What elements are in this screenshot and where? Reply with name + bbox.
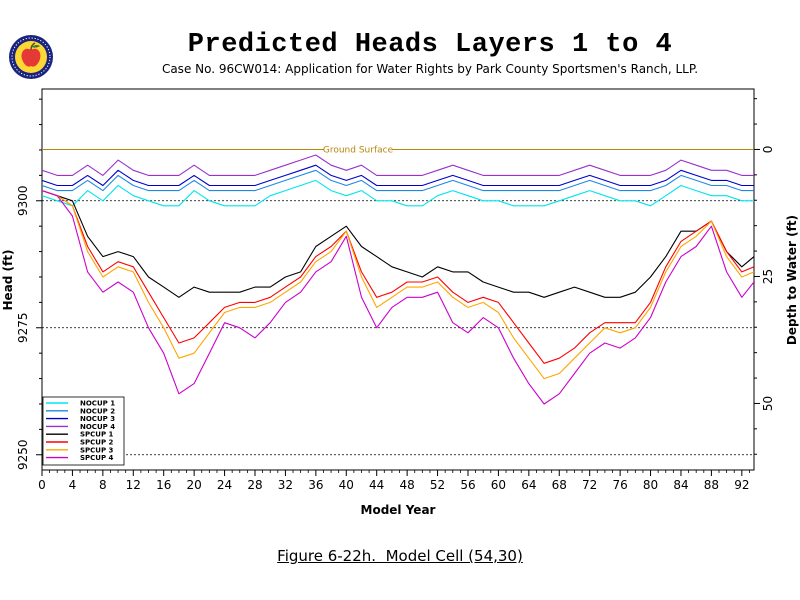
x-tick-label: 52: [430, 478, 445, 492]
y2-tick-label: 0: [761, 146, 775, 154]
y-axis-title: Head (ft): [1, 250, 15, 311]
x-tick-label: 36: [308, 478, 323, 492]
x-axis-title: Model Year: [361, 503, 436, 517]
x-tick-label: 4: [69, 478, 77, 492]
y-tick-label: 9300: [16, 185, 30, 216]
legend-label-1: NOCUP 1: [80, 400, 115, 408]
x-tick-label: 56: [460, 478, 475, 492]
series-line-4: [42, 154, 754, 176]
x-tick-label: 28: [247, 478, 262, 492]
x-tick-label: 76: [612, 478, 627, 492]
x-tick-label: 32: [278, 478, 293, 492]
ground-surface-label: Ground Surface: [323, 145, 394, 155]
y2-tick-label: 25: [761, 269, 775, 284]
x-tick-label: 16: [156, 478, 171, 492]
x-tick-label: 8: [99, 478, 107, 492]
x-tick-label: 20: [186, 478, 201, 492]
x-tick-label: 72: [582, 478, 597, 492]
y2-tick-label: 50: [761, 396, 775, 411]
series-line-1: [42, 179, 754, 207]
axis-ticks: 0 4 8 12 16 20 24 28 32 36 40 44 48 52 56 60 64 68 72 76 80 8…: [16, 98, 775, 492]
ground-surface: Ground Surface: [42, 145, 754, 155]
series-line-3: [42, 164, 754, 187]
plot-area: [41, 88, 755, 471]
x-tick-label: 48: [399, 478, 414, 492]
x-tick-label: 88: [704, 478, 719, 492]
x-tick-label: 64: [521, 478, 536, 492]
legend-label-8: SPCUP 4: [80, 454, 114, 462]
legend-box: [42, 396, 125, 466]
legend-label-6: SPCUP 2: [80, 439, 114, 447]
x-tick-label: 60: [491, 478, 506, 492]
x-tick-label: 40: [339, 478, 354, 492]
x-tick-label: 12: [126, 478, 141, 492]
x-tick-label: 84: [673, 478, 688, 492]
x-tick-label: 0: [38, 478, 46, 492]
chart-subtitle: Case No. 96CW014: Application for Water …: [161, 62, 699, 76]
series-line-6: [42, 190, 754, 364]
series-lines: [42, 154, 754, 405]
y2-axis-title: Depth to Water (ft): [785, 215, 799, 345]
figure-caption: Figure 6-22h. Model Cell (54,30): [277, 547, 523, 565]
series-line-2: [42, 169, 754, 192]
x-tick-label: 80: [643, 478, 658, 492]
y-tick-label: 9275: [16, 312, 30, 343]
legend-label-7: SPCUP 3: [80, 446, 114, 454]
series-line-5: [42, 190, 754, 298]
legend-label-3: NOCUP 3: [80, 415, 115, 423]
x-tick-label: 92: [734, 478, 749, 492]
legend-label-2: NOCUP 2: [80, 407, 115, 415]
series-line-7: [42, 190, 754, 380]
apple-seal-icon: [9, 35, 53, 79]
legend-label-5: SPCUP 1: [80, 431, 114, 439]
x-tick-label: 24: [217, 478, 232, 492]
x-tick-label: 44: [369, 478, 384, 492]
legend-label-4: NOCUP 4: [80, 423, 115, 431]
chart-title: Predicted Heads Layers 1 to 4: [187, 30, 673, 60]
series-line-8: [42, 190, 754, 405]
x-tick-label: 68: [552, 478, 567, 492]
y-tick-label: 9250: [16, 439, 30, 470]
